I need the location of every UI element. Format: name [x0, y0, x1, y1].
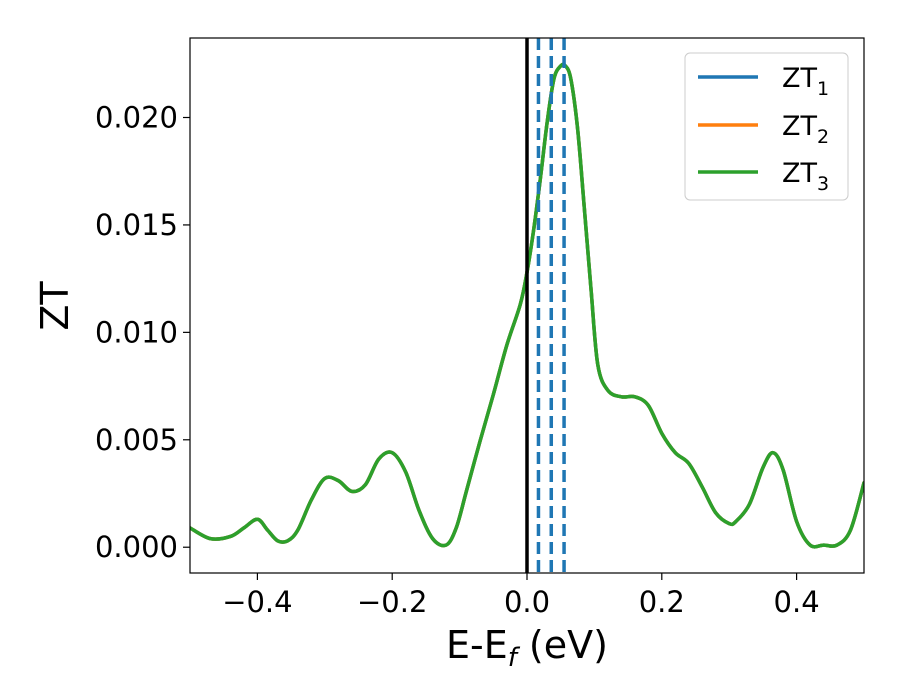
series-layer	[190, 62, 864, 549]
x-tick-label: −0.4	[222, 585, 292, 619]
legend-label-zt1: ZT1	[782, 63, 829, 100]
x-axis-ticks: −0.4 −0.2 0.0 0.2 0.4	[222, 573, 820, 619]
y-tick-label: 0.010	[95, 315, 178, 349]
series-line-zt3	[190, 62, 864, 549]
y-axis-label: ZT	[33, 281, 77, 331]
y-tick-label: 0.000	[95, 530, 178, 564]
legend: ZT1 ZT2 ZT3	[684, 52, 849, 201]
y-tick-label: 0.005	[95, 423, 178, 457]
x-tick-label: 0.0	[504, 585, 550, 619]
reference-lines	[525, 38, 566, 573]
y-axis-ticks: 0.000 0.005 0.010 0.015 0.020	[95, 100, 190, 564]
x-tick-label: 0.2	[639, 585, 685, 619]
y-tick-label: 0.015	[95, 208, 178, 242]
x-tick-label: 0.4	[774, 585, 820, 619]
x-axis-label: E-Ef (eV)	[446, 623, 608, 673]
legend-label-zt2: ZT2	[782, 111, 829, 148]
legend-box	[684, 52, 849, 201]
y-tick-label: 0.020	[95, 100, 178, 134]
legend-label-zt3: ZT3	[782, 158, 829, 195]
x-tick-label: −0.2	[357, 585, 427, 619]
